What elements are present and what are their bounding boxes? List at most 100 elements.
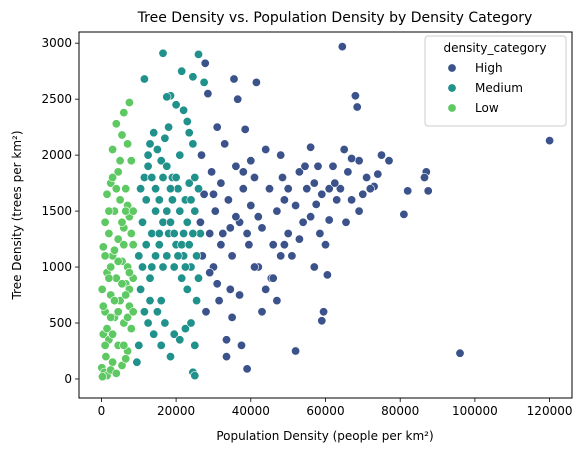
data-point bbox=[154, 240, 164, 250]
legend-marker-low bbox=[447, 103, 457, 113]
data-point bbox=[199, 77, 209, 87]
data-point bbox=[194, 184, 204, 194]
legend-entries: High Medium Low bbox=[447, 61, 523, 115]
data-point bbox=[98, 242, 108, 252]
data-point bbox=[121, 206, 131, 216]
data-point bbox=[111, 184, 121, 194]
data-point bbox=[238, 167, 248, 177]
data-point bbox=[300, 161, 310, 171]
data-point bbox=[186, 195, 196, 205]
data-point bbox=[235, 290, 245, 300]
data-point bbox=[253, 212, 263, 222]
data-point bbox=[100, 340, 110, 350]
data-point bbox=[192, 296, 202, 306]
data-point bbox=[149, 329, 159, 339]
y-axis-label: Tree Density (trees per km²) bbox=[10, 130, 24, 300]
data-point bbox=[246, 156, 256, 166]
data-point bbox=[162, 251, 172, 261]
data-point bbox=[200, 58, 210, 68]
x-tick-label: 120000 bbox=[527, 404, 573, 418]
data-point bbox=[332, 195, 342, 205]
data-point bbox=[216, 240, 226, 250]
data-point bbox=[313, 161, 323, 171]
data-point bbox=[279, 240, 289, 250]
data-point bbox=[151, 184, 161, 194]
data-point bbox=[212, 279, 222, 289]
data-point bbox=[302, 184, 312, 194]
data-point bbox=[169, 262, 179, 272]
data-point bbox=[136, 284, 146, 294]
data-point bbox=[291, 201, 301, 211]
data-point bbox=[152, 307, 162, 317]
data-point bbox=[101, 352, 111, 362]
data-point bbox=[317, 316, 327, 326]
chart-title: Tree Density vs. Population Density by D… bbox=[137, 10, 533, 26]
data-point bbox=[102, 189, 112, 199]
data-point bbox=[306, 212, 316, 222]
data-point bbox=[121, 354, 131, 364]
data-point bbox=[119, 340, 129, 350]
data-point bbox=[225, 284, 235, 294]
legend-box bbox=[424, 35, 567, 127]
data-point bbox=[309, 178, 319, 188]
data-point bbox=[279, 195, 289, 205]
data-point bbox=[147, 262, 157, 272]
data-point bbox=[277, 173, 287, 183]
data-point bbox=[339, 145, 349, 155]
data-point bbox=[347, 154, 357, 164]
data-point bbox=[182, 117, 192, 127]
data-point bbox=[104, 206, 114, 216]
data-point bbox=[154, 195, 164, 205]
data-point bbox=[261, 145, 271, 155]
data-point bbox=[335, 184, 345, 194]
data-point bbox=[104, 273, 114, 283]
data-point bbox=[128, 307, 138, 317]
data-point bbox=[214, 296, 224, 306]
y-tick-label: 1500 bbox=[41, 204, 72, 218]
data-point bbox=[158, 48, 168, 58]
data-point bbox=[188, 229, 198, 239]
x-tick-label: 20000 bbox=[157, 404, 195, 418]
data-point bbox=[123, 139, 133, 149]
data-point bbox=[291, 346, 301, 356]
data-point bbox=[126, 324, 136, 334]
data-point bbox=[134, 251, 144, 261]
data-point bbox=[194, 273, 204, 283]
data-point bbox=[376, 150, 386, 160]
data-point bbox=[205, 229, 215, 239]
y-tick-label: 500 bbox=[49, 316, 72, 330]
data-point bbox=[124, 268, 134, 278]
data-point bbox=[354, 156, 364, 166]
data-point bbox=[113, 307, 123, 317]
data-point bbox=[141, 240, 151, 250]
series-low bbox=[97, 98, 138, 382]
data-point bbox=[311, 199, 321, 209]
data-point bbox=[175, 150, 185, 160]
data-point bbox=[115, 195, 125, 205]
data-point bbox=[160, 133, 170, 143]
data-point bbox=[156, 340, 166, 350]
data-point bbox=[188, 139, 198, 149]
data-point bbox=[138, 217, 148, 227]
data-point bbox=[222, 335, 232, 345]
data-point bbox=[126, 156, 136, 166]
data-point bbox=[156, 156, 166, 166]
data-point bbox=[158, 262, 168, 272]
y-tick-label: 1000 bbox=[41, 260, 72, 274]
points-layer bbox=[97, 42, 555, 382]
data-point bbox=[162, 206, 172, 216]
y-tick-label: 2500 bbox=[41, 92, 72, 106]
data-point bbox=[231, 212, 241, 222]
data-point bbox=[162, 161, 172, 171]
data-point bbox=[195, 217, 205, 227]
data-point bbox=[104, 229, 114, 239]
y-axis: 0 500 1000 1500 2000 2500 3000 bbox=[41, 36, 79, 386]
data-point bbox=[169, 329, 179, 339]
data-point bbox=[147, 173, 157, 183]
data-point bbox=[272, 206, 282, 216]
data-point bbox=[160, 318, 170, 328]
data-point bbox=[136, 184, 146, 194]
data-point bbox=[190, 340, 200, 350]
data-point bbox=[240, 124, 250, 134]
data-point bbox=[124, 98, 134, 108]
